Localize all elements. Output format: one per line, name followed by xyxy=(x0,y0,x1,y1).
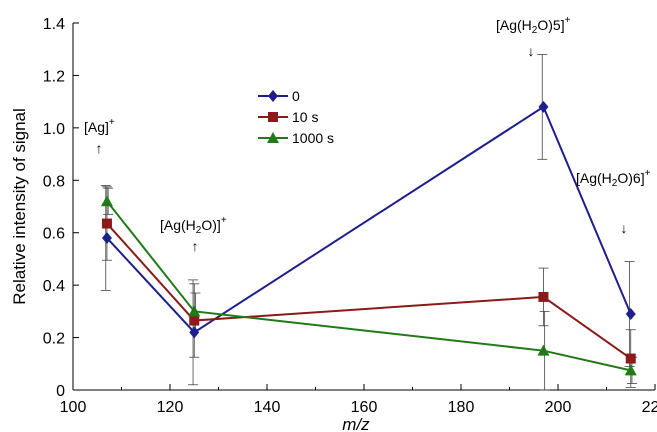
x-tick-label: 140 xyxy=(254,399,281,416)
annotation-superscript: + xyxy=(565,15,571,26)
annotation-label: [Ag]+ xyxy=(84,117,115,135)
annotation-label: [Ag(H2O)]+ xyxy=(160,215,227,236)
annotation-subscript: 2 xyxy=(196,225,202,236)
annotation-subscript: 2 xyxy=(612,178,618,189)
data-point xyxy=(101,231,112,244)
x-tick-label: 180 xyxy=(448,399,475,416)
data-point xyxy=(189,326,200,339)
y-tick-label: 1.0 xyxy=(43,121,65,138)
data-point xyxy=(625,307,636,320)
data-point xyxy=(537,344,550,356)
annotations: [Ag]+↑[Ag(H2O)]+↑[Ag(H2O)5]+↓[Ag(H2O)6]+… xyxy=(84,15,651,254)
legend-marker xyxy=(268,112,278,122)
data-point xyxy=(625,353,636,364)
x-tick-label: 100 xyxy=(60,399,87,416)
y-tick-label: 0.8 xyxy=(43,173,65,190)
annotation-arrow: ↓ xyxy=(621,220,628,236)
legend-label: 1000 s xyxy=(292,130,334,146)
series-markers xyxy=(100,100,637,376)
annotation-superscript: + xyxy=(645,168,651,179)
y-tick-label: 1.4 xyxy=(43,16,65,33)
x-axis-title: m/z xyxy=(342,415,370,432)
legend: 0 10 s 1000 s xyxy=(258,88,334,146)
annotation-text: O)] xyxy=(201,217,220,233)
y-tick-label: 0 xyxy=(56,383,65,400)
data-point xyxy=(538,100,549,113)
annotation-text: O)5] xyxy=(537,17,564,33)
y-tick-label: 1.2 xyxy=(43,68,65,85)
annotation-text: [Ag(H xyxy=(576,170,612,186)
series-line-0 xyxy=(106,105,632,334)
series-lines xyxy=(106,105,632,372)
annotation-label: [Ag(H2O)5]+ xyxy=(496,15,571,36)
legend-label: 0 xyxy=(292,88,300,104)
annotation-label: [Ag(H2O)6]+ xyxy=(576,168,651,189)
x-tick-label: 220 xyxy=(642,399,657,416)
y-tick-label: 0.6 xyxy=(43,226,65,243)
data-point xyxy=(101,218,112,229)
annotation-superscript: + xyxy=(109,117,115,128)
data-point xyxy=(189,315,200,326)
legend-marker xyxy=(268,90,278,102)
annotation-arrow: ↓ xyxy=(528,43,535,59)
annotation-subscript: 2 xyxy=(532,25,538,36)
annotation-text: [Ag(H xyxy=(160,217,196,233)
data-point xyxy=(538,291,549,302)
y-axis-title: Relative intensity of signal xyxy=(10,108,29,305)
legend-label: 10 s xyxy=(292,109,318,125)
annotation-arrow: ↑ xyxy=(96,140,103,156)
x-tick-label: 160 xyxy=(351,399,378,416)
data-point xyxy=(624,364,637,376)
data-point xyxy=(100,195,113,207)
y-tick-label: 0.2 xyxy=(43,331,65,348)
y-tick-label: 0.4 xyxy=(43,278,65,295)
series-line-2 xyxy=(106,200,631,372)
x-tick-label: 200 xyxy=(545,399,572,416)
legend-marker xyxy=(267,132,279,143)
x-tick-label: 120 xyxy=(157,399,184,416)
annotation-text: [Ag(H xyxy=(496,17,532,33)
series-line-1 xyxy=(106,222,632,360)
annotation-text: [Ag] xyxy=(84,119,109,135)
annotation-superscript: + xyxy=(221,215,227,226)
data-point xyxy=(188,305,201,317)
annotation-text: O)6] xyxy=(617,170,644,186)
annotation-arrow: ↑ xyxy=(192,238,199,254)
